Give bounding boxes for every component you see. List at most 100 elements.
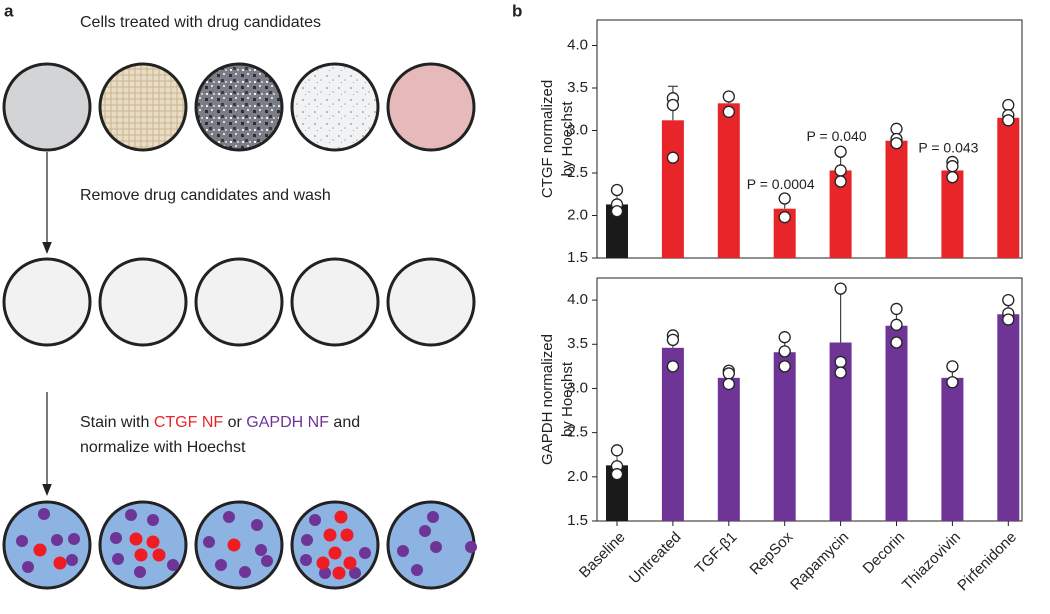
ctgf-dot — [146, 535, 160, 549]
panel-label: a — [4, 1, 14, 20]
data-point — [666, 151, 680, 164]
ctgf-dot — [227, 538, 241, 552]
gapdh-dot — [22, 561, 34, 573]
data-point — [610, 183, 624, 197]
y-axis-label: CTGF normalized — [539, 80, 556, 198]
bar — [941, 170, 964, 258]
data-point — [666, 333, 680, 347]
y-tick-label: 1.5 — [567, 249, 588, 266]
data-point — [1002, 313, 1015, 326]
gapdh-dot — [309, 514, 321, 526]
data-point — [946, 171, 959, 184]
bar — [773, 352, 796, 521]
gapdh-dot — [147, 514, 159, 526]
step-text: normalize with Hoechst — [80, 439, 246, 456]
y-axis-label: by Hoechst — [559, 101, 576, 177]
well — [386, 62, 476, 152]
gapdh-dot — [359, 547, 371, 559]
p-value: P = 0.043 — [918, 140, 978, 156]
gapdh-dot — [203, 536, 215, 548]
x-tick-label: TGF-β1 — [692, 529, 741, 578]
bar — [661, 347, 684, 521]
gapdh-dot — [125, 509, 137, 521]
ctgf-dot — [316, 556, 330, 570]
data-point — [1002, 293, 1015, 307]
data-point — [666, 98, 680, 112]
y-tick-label: 3.5 — [567, 79, 588, 96]
gapdh-dot — [349, 567, 361, 579]
ctgf-dot — [323, 528, 337, 542]
gapdh-dot — [301, 534, 313, 546]
x-tick-label: Baseline — [576, 529, 629, 582]
gapdh-dot — [251, 519, 263, 531]
bar — [941, 377, 964, 521]
step-text: Stain with — [80, 414, 150, 431]
data-point — [946, 160, 959, 173]
data-point — [610, 205, 624, 218]
data-point — [834, 175, 847, 188]
bar — [773, 208, 796, 258]
ctgf-dot — [332, 566, 346, 580]
data-point — [834, 145, 847, 158]
bar — [606, 204, 628, 258]
step-text: CTGF NF — [153, 414, 224, 431]
ctgf-dot — [53, 556, 67, 570]
x-tick-label: Decorin — [860, 529, 909, 578]
data-point — [722, 105, 735, 118]
bar — [997, 117, 1020, 258]
step-text: and — [333, 414, 361, 431]
data-point — [722, 377, 735, 391]
gapdh-dot — [319, 567, 331, 579]
gapdh-dot — [215, 559, 227, 571]
ctgf-dot — [343, 556, 357, 570]
ctgf-dot — [334, 510, 348, 524]
bar — [606, 465, 628, 521]
step-text: Remove drug candidates and wash — [80, 187, 331, 204]
bar — [829, 170, 852, 258]
bar — [885, 325, 908, 521]
gapdh-dot — [430, 541, 442, 553]
y-tick-label: 2.0 — [567, 206, 588, 223]
gapdh-dot — [261, 555, 273, 567]
gapdh-dot — [38, 508, 50, 520]
gapdh-dot — [66, 554, 78, 566]
step-text: GAPDH NF — [246, 414, 329, 431]
y-tick-label: 4.0 — [567, 36, 588, 53]
ctgf-dot — [340, 528, 354, 542]
bar — [661, 120, 684, 258]
ctgf-dot — [328, 546, 342, 560]
x-tick-label: Pirfenidone — [954, 529, 1020, 595]
well — [386, 257, 476, 347]
step-text: Stain with CTGF NF or GAPDH NF and norma… — [80, 410, 360, 460]
well — [194, 62, 284, 152]
gapdh-dot — [167, 559, 179, 571]
ctgf-dot — [129, 532, 143, 546]
well — [194, 257, 284, 347]
data-point — [834, 366, 847, 379]
panel-label: b — [512, 1, 522, 20]
plot-frame — [596, 277, 1023, 522]
ctgf-dot — [134, 548, 148, 562]
data-point — [778, 345, 791, 358]
data-point — [1002, 98, 1015, 112]
well — [2, 257, 92, 347]
data-point — [890, 122, 903, 135]
y-tick-label: 4.0 — [567, 291, 588, 308]
bar — [885, 140, 908, 258]
ctgf-dot — [33, 543, 47, 557]
x-tick-label: RepSox — [747, 528, 797, 578]
gapdh-dot — [223, 511, 235, 523]
gapdh-dot — [16, 535, 28, 547]
data-point — [610, 468, 624, 481]
gapdh-dot — [239, 566, 251, 578]
bar — [829, 342, 852, 521]
data-point — [946, 376, 959, 389]
y-tick-label: 3.0 — [567, 379, 588, 396]
gapdh-dot — [427, 511, 439, 523]
gapdh-dot — [300, 554, 312, 566]
well — [98, 62, 188, 152]
well — [290, 62, 380, 152]
plot-frame — [596, 19, 1023, 259]
